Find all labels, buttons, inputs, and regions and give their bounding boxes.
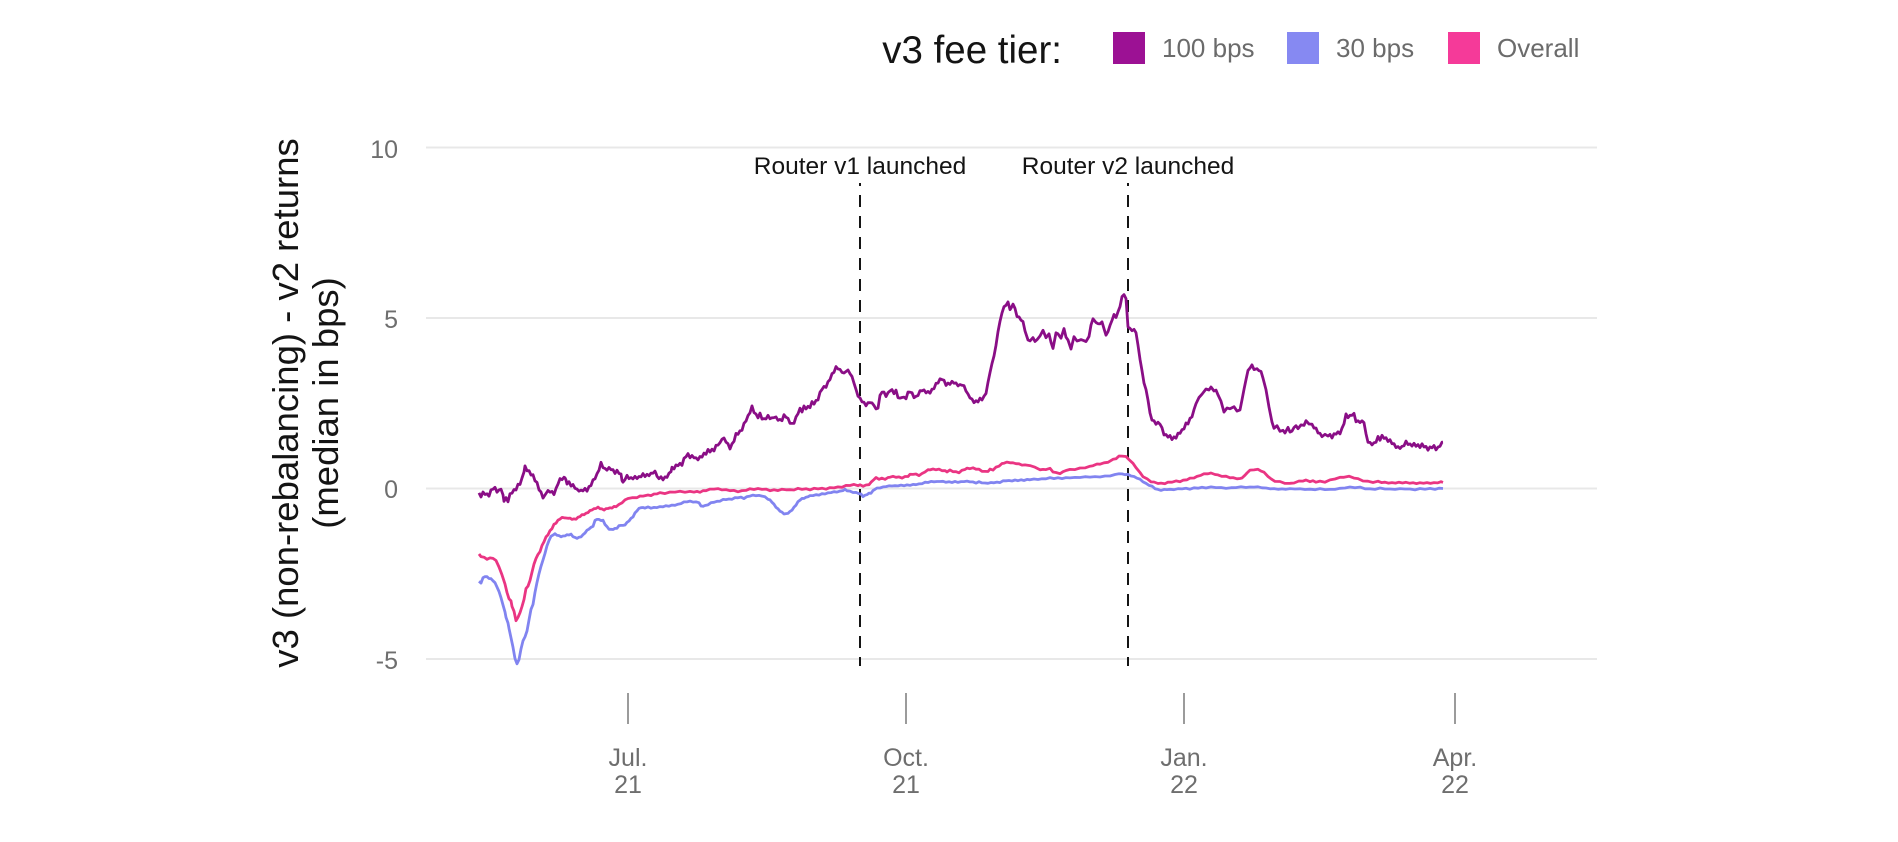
svg-text:Jan.: Jan. [1160, 744, 1207, 772]
svg-text:100 bps: 100 bps [1162, 33, 1255, 63]
svg-text:v3 fee tier:: v3 fee tier: [882, 29, 1062, 72]
svg-text:Apr.: Apr. [1433, 744, 1477, 772]
svg-text:10: 10 [370, 136, 398, 164]
svg-text:Overall: Overall [1497, 33, 1579, 63]
svg-text:21: 21 [614, 771, 642, 799]
svg-text:0: 0 [384, 476, 398, 504]
svg-text:22: 22 [1441, 771, 1469, 799]
svg-text:21: 21 [892, 771, 920, 799]
svg-text:30 bps: 30 bps [1336, 33, 1414, 63]
svg-text:Router v1 launched: Router v1 launched [754, 153, 966, 180]
svg-text:v3 (non-rebalancing) - v2 retu: v3 (non-rebalancing) - v2 returns [265, 138, 306, 668]
svg-text:5: 5 [384, 306, 398, 334]
svg-text:22: 22 [1170, 771, 1198, 799]
svg-text:(median in bps): (median in bps) [305, 277, 346, 529]
svg-text:Jul.: Jul. [609, 744, 648, 772]
svg-text:-5: -5 [376, 647, 398, 675]
svg-text:Oct.: Oct. [883, 744, 929, 772]
svg-text:Router v2 launched: Router v2 launched [1022, 153, 1234, 180]
